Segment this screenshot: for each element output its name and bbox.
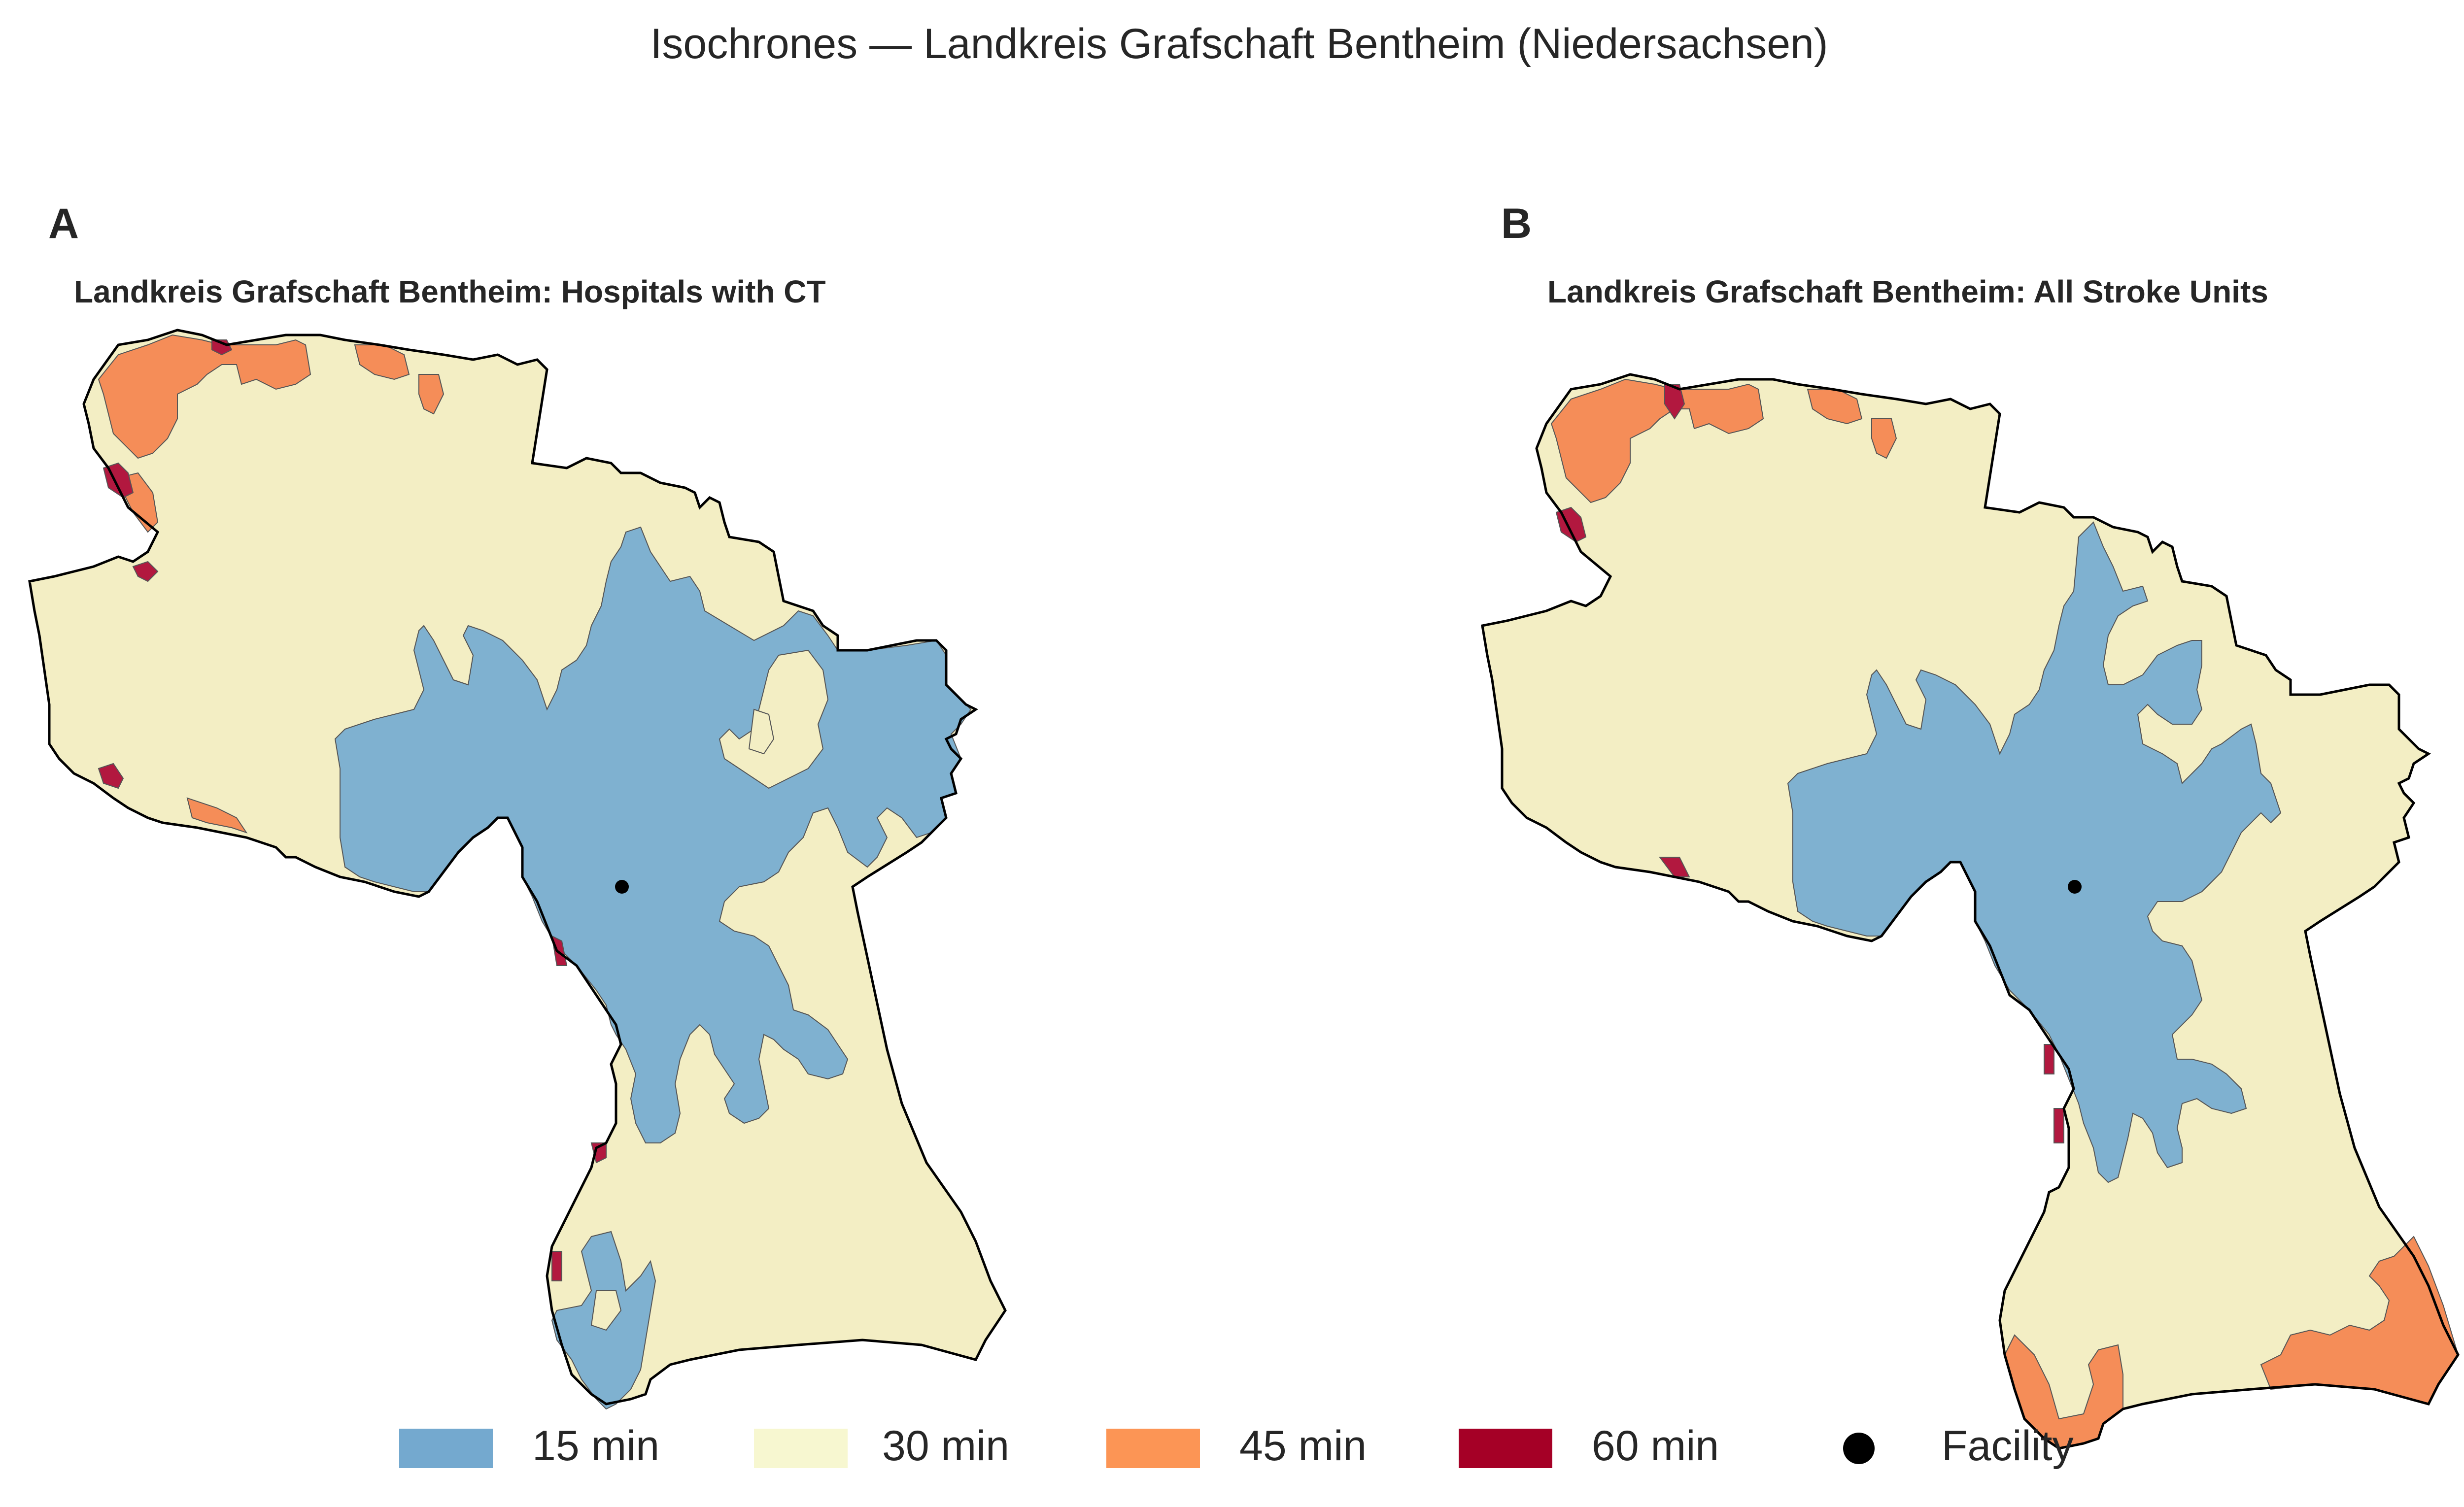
zone-15-area-b xyxy=(1787,521,2282,1183)
zone-60-s3-a xyxy=(551,1251,562,1281)
zone-45-n2-b xyxy=(1871,418,1897,459)
zone-60-s-a xyxy=(551,935,568,966)
legend-swatch-45 xyxy=(1106,1429,1200,1468)
zone-60-n-b xyxy=(1664,384,1685,420)
panel-b-label: B xyxy=(1501,200,1532,247)
zone-45-n2-a xyxy=(418,374,445,415)
zone-45-sw-a xyxy=(186,797,248,834)
district-boundary-a xyxy=(28,329,1007,1406)
legend-label-facility: Facility xyxy=(1942,1422,2074,1470)
zone-30-area-b xyxy=(1482,374,2458,1448)
legend-swatch-30 xyxy=(754,1429,848,1468)
panel-a-title: Landkreis Grafschaft Bentheim: Hospitals… xyxy=(74,274,826,309)
zone-30-area-a xyxy=(30,330,1005,1404)
figure-title: Isochrones — Landkreis Grafschaft Benthe… xyxy=(650,20,1828,67)
legend: 15 min 30 min 45 min 60 min Facility xyxy=(0,1409,2464,1478)
legend-swatch-15 xyxy=(399,1429,493,1468)
legend-label-15: 15 min xyxy=(532,1422,660,1470)
panel-a-label: A xyxy=(48,200,79,247)
zone-60-sw-a xyxy=(98,763,124,789)
zone-30-island-a2 xyxy=(748,708,775,755)
zone-30-island-a3 xyxy=(590,1290,622,1331)
district-outline-a xyxy=(28,329,1007,1410)
district-outline-b xyxy=(1481,373,2460,1450)
district-boundary-b xyxy=(1481,373,2460,1450)
zone-60-w-a xyxy=(132,561,159,582)
legend-label-30: 30 min xyxy=(882,1422,1010,1470)
zone-60-s-b xyxy=(2044,1044,2054,1074)
legend-label-45: 45 min xyxy=(1239,1422,1367,1470)
facility-marker-b xyxy=(2068,880,2082,894)
legend-swatch-60 xyxy=(1459,1429,1552,1468)
legend-facility-dot xyxy=(1843,1433,1875,1464)
legend-label-60: 60 min xyxy=(1592,1422,1719,1470)
zone-60-sw-b xyxy=(1659,857,1690,877)
facility-marker-a xyxy=(615,880,629,894)
panel-b-title: Landkreis Grafschaft Bentheim: All Strok… xyxy=(1547,274,2268,309)
zone-60-s2-b xyxy=(2053,1108,2064,1143)
